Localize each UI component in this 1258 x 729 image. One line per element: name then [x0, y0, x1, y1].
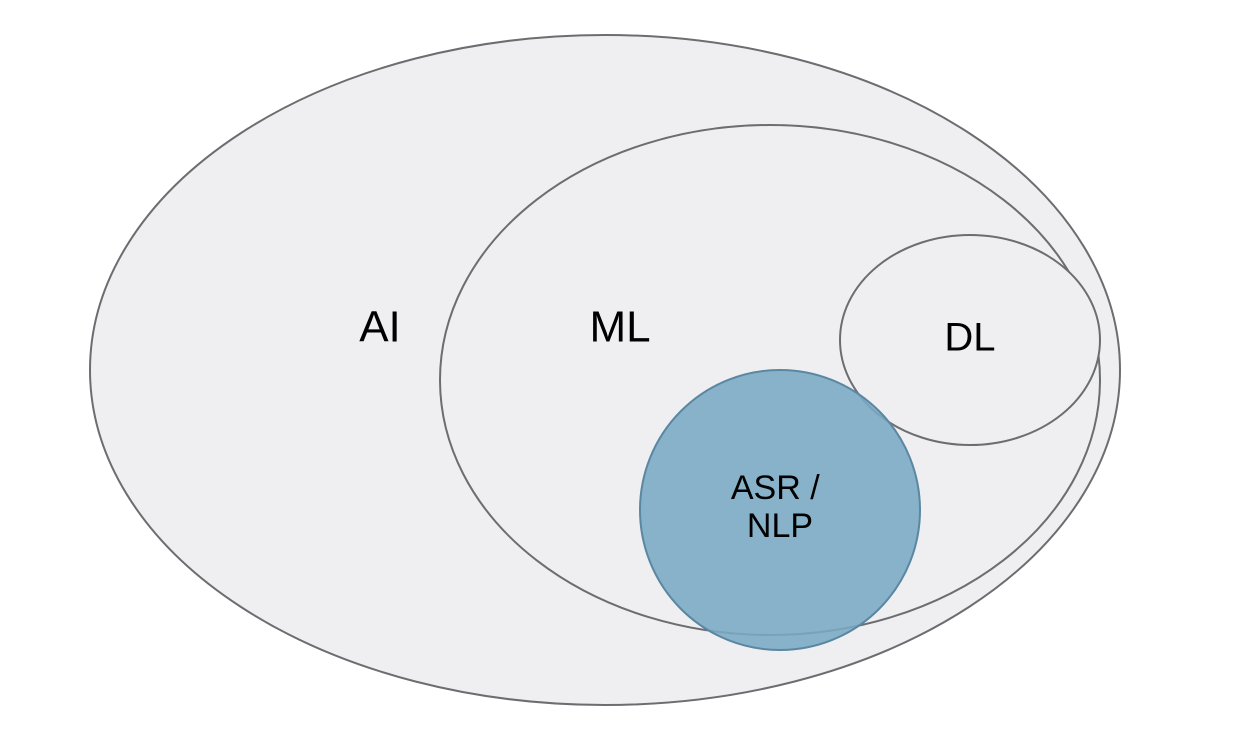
- label-ml: ML: [589, 303, 650, 352]
- label-ai: AI: [359, 303, 401, 352]
- label-asr-nlp-line2: NLP: [747, 507, 813, 545]
- venn-diagram: AI ML DL ASR / NLP: [0, 0, 1258, 729]
- label-dl: DL: [944, 316, 995, 360]
- label-asr-nlp-line1: ASR /: [731, 469, 820, 507]
